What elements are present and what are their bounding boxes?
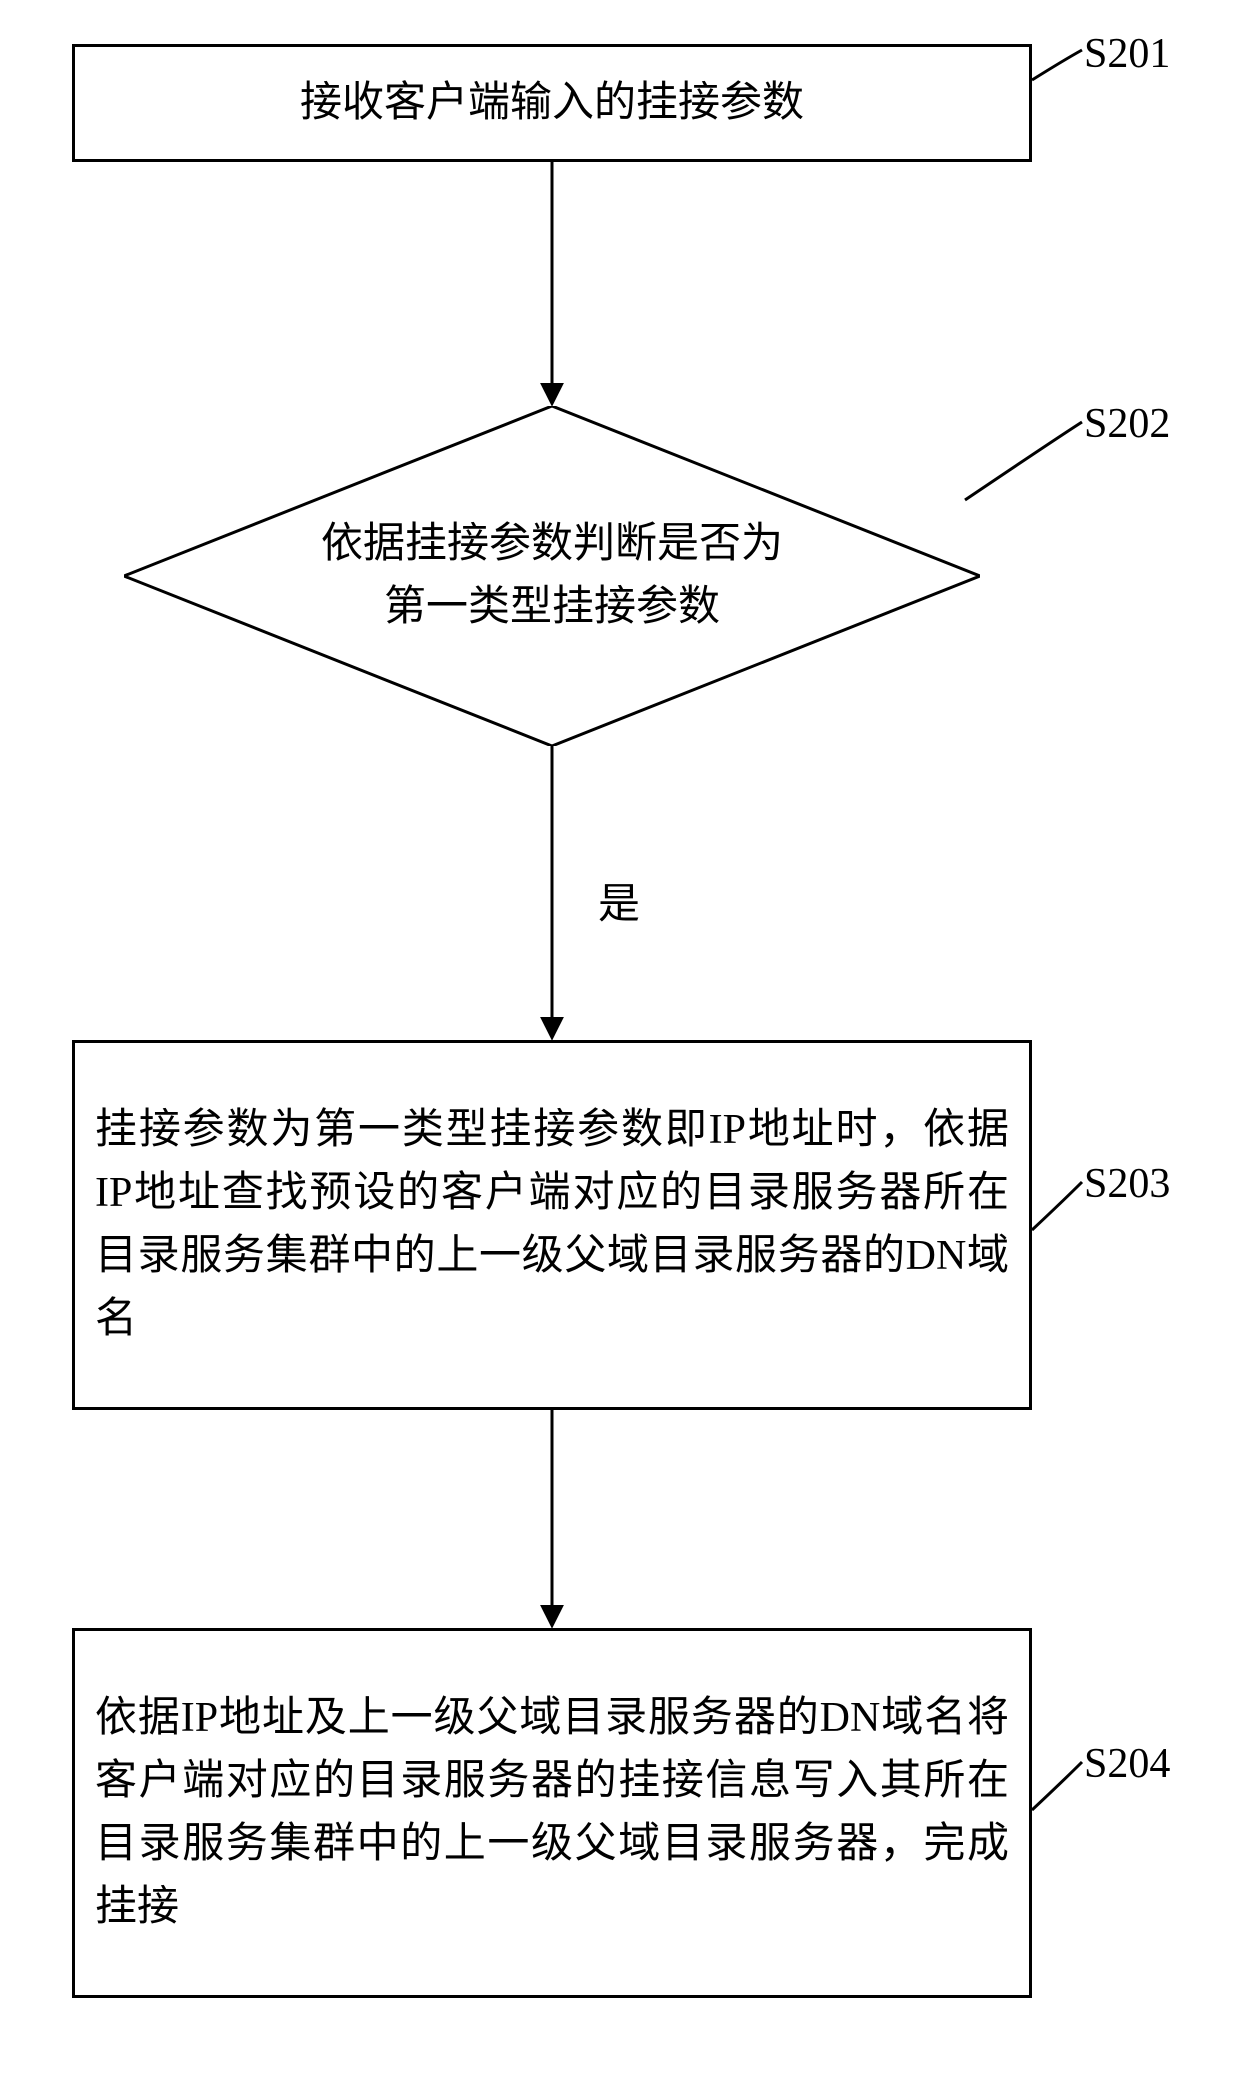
edge-s203-s204	[0, 0, 1240, 2098]
